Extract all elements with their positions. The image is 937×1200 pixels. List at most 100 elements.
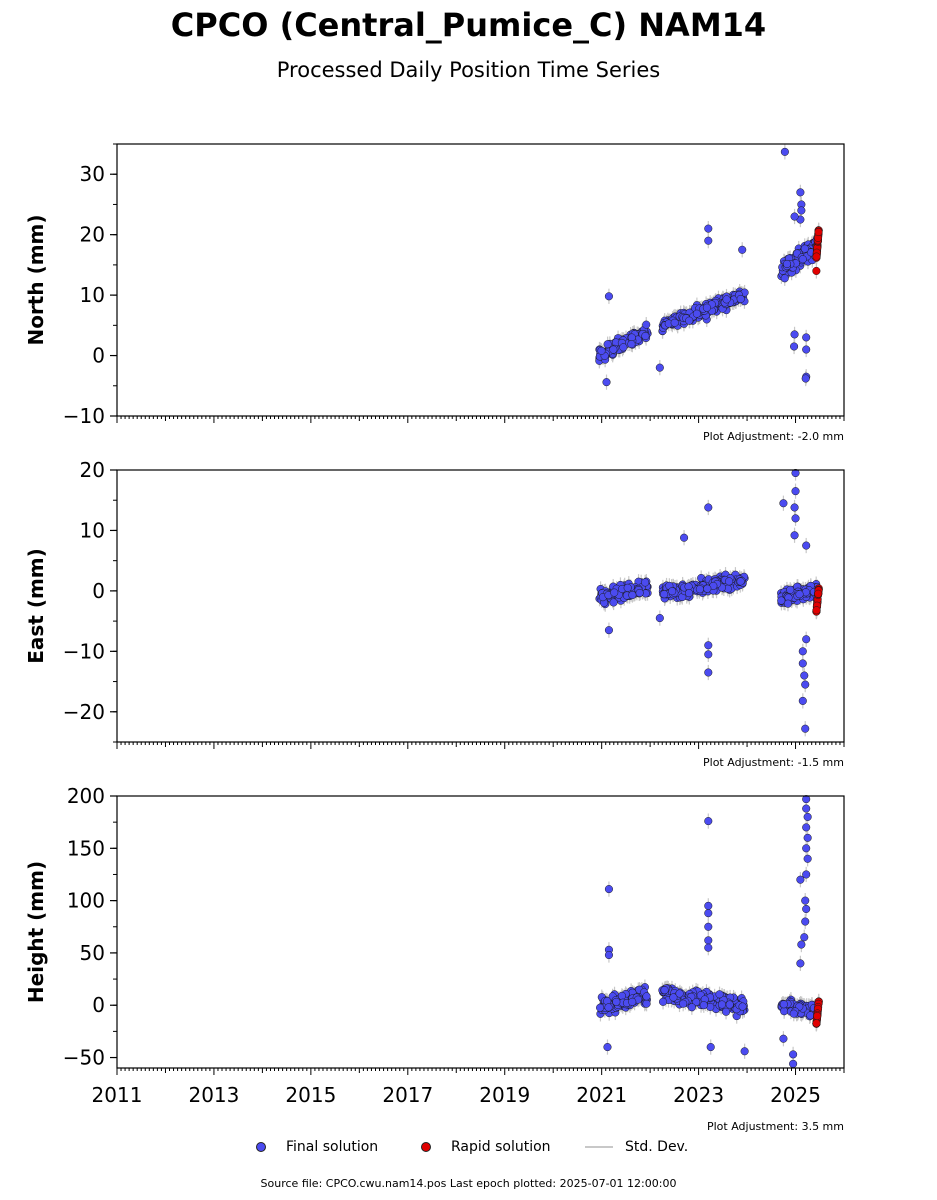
east-final-point bbox=[655, 614, 664, 623]
north-final-point bbox=[796, 188, 805, 197]
north-final-point bbox=[603, 340, 612, 349]
north-final-point bbox=[642, 320, 651, 329]
east-final-point bbox=[604, 626, 613, 635]
height-final-point bbox=[779, 1034, 788, 1043]
north-y-axis-label: North (mm) bbox=[24, 214, 48, 345]
north-final-point bbox=[670, 318, 679, 327]
north-final-point bbox=[619, 343, 628, 352]
north-final-point bbox=[736, 294, 745, 304]
height-rapid-point bbox=[813, 1011, 822, 1021]
north-final-point bbox=[627, 340, 636, 349]
height-xtick-label: 2019 bbox=[479, 1083, 530, 1107]
east-ytick-label: 0 bbox=[92, 579, 105, 603]
height-ytick-label: 100 bbox=[67, 889, 105, 913]
east-plot-frame bbox=[116, 469, 845, 743]
east-final-point bbox=[802, 635, 811, 644]
height-ytick-label: 150 bbox=[67, 836, 105, 860]
height-final-point bbox=[789, 1050, 798, 1059]
height-final-point bbox=[660, 986, 669, 995]
east-final-point bbox=[610, 588, 619, 597]
east-final-point bbox=[779, 499, 788, 508]
east-final-point bbox=[704, 641, 713, 650]
source-note: Source file: CPCO.cwu.nam14.pos Last epo… bbox=[260, 1177, 677, 1190]
height-final-point bbox=[642, 992, 651, 1001]
north-final-point bbox=[802, 333, 811, 342]
east-final-point bbox=[668, 587, 677, 596]
legend-rapid-marker bbox=[421, 1142, 431, 1152]
north-ytick-label: 30 bbox=[80, 162, 105, 186]
height-final-point bbox=[715, 990, 724, 999]
height-final-point bbox=[802, 904, 811, 914]
height-final-point bbox=[692, 998, 701, 1007]
north-rapid-point bbox=[812, 252, 821, 261]
height-final-point bbox=[704, 901, 713, 910]
east-final-point bbox=[791, 514, 800, 523]
height-final-point bbox=[802, 804, 811, 813]
east-final-point bbox=[791, 468, 800, 478]
east-final-point bbox=[725, 577, 734, 586]
height-final-point bbox=[725, 1000, 734, 1009]
height-final-point bbox=[779, 1000, 788, 1009]
height-final-point bbox=[604, 885, 613, 894]
height-final-point bbox=[704, 922, 713, 931]
height-plot-frame bbox=[116, 795, 845, 1069]
height-final-point bbox=[675, 989, 684, 998]
height-final-point bbox=[789, 1009, 798, 1018]
height-ytick-label: 0 bbox=[92, 993, 105, 1017]
east-final-point bbox=[623, 583, 632, 592]
north-final-point bbox=[738, 245, 747, 254]
east-ytick-label: −10 bbox=[63, 639, 105, 663]
east-final-point bbox=[704, 650, 713, 659]
legend-stddev-line bbox=[585, 1146, 613, 1148]
north-final-point bbox=[602, 378, 611, 387]
north-final-point bbox=[597, 346, 606, 355]
east-final-point bbox=[684, 589, 694, 598]
height-final-point bbox=[802, 795, 811, 804]
height-rapid-point bbox=[812, 1019, 821, 1028]
height-ytick-label: 200 bbox=[67, 784, 105, 808]
height-final-point bbox=[803, 812, 812, 821]
east-final-point bbox=[704, 668, 713, 677]
east-ytick-label: −20 bbox=[63, 700, 105, 724]
north-final-point bbox=[641, 331, 650, 341]
north-rapid-point bbox=[814, 227, 823, 237]
north-final-point bbox=[692, 309, 701, 318]
chart-subtitle: Processed Daily Position Time Series bbox=[276, 58, 661, 82]
legend-stddev: Std. Dev. bbox=[585, 1139, 688, 1155]
height-y-axis-label: Height (mm) bbox=[24, 861, 48, 1003]
east-final-point bbox=[801, 724, 810, 733]
north-final-point bbox=[782, 259, 792, 268]
height-final-point bbox=[800, 933, 809, 942]
east-final-point bbox=[801, 680, 810, 689]
height-final-point bbox=[780, 1007, 789, 1016]
height-xtick-label: 2011 bbox=[92, 1083, 143, 1107]
east-final-point bbox=[783, 599, 793, 608]
east-rapid-point bbox=[814, 589, 823, 598]
height-final-point bbox=[604, 950, 613, 960]
height-final-point bbox=[704, 936, 713, 945]
height-final-point bbox=[721, 1007, 731, 1016]
height-final-point bbox=[687, 1003, 696, 1012]
east-final-point bbox=[802, 541, 811, 550]
legend-rapid: Rapid solution bbox=[421, 1139, 551, 1155]
north-final-point bbox=[780, 147, 789, 156]
north-ytick-label: 10 bbox=[80, 283, 105, 307]
north-final-point bbox=[800, 244, 809, 253]
height-ytick-label: −50 bbox=[63, 1046, 105, 1070]
north-final-point bbox=[704, 236, 713, 245]
east-final-point bbox=[680, 533, 689, 542]
legend-final-marker bbox=[256, 1142, 266, 1152]
east-final-point bbox=[798, 647, 807, 656]
height-final-point bbox=[796, 875, 805, 884]
height-final-point bbox=[789, 1059, 798, 1068]
north-final-point bbox=[798, 255, 807, 264]
north-final-point bbox=[702, 303, 711, 312]
height-xtick-label: 2013 bbox=[188, 1083, 239, 1107]
height-final-point bbox=[803, 833, 812, 842]
north-ytick-label: −10 bbox=[63, 404, 105, 428]
height-final-point bbox=[604, 1003, 613, 1012]
height-final-point bbox=[699, 1001, 708, 1010]
height-final-point bbox=[801, 917, 810, 926]
north-final-point bbox=[609, 345, 618, 354]
